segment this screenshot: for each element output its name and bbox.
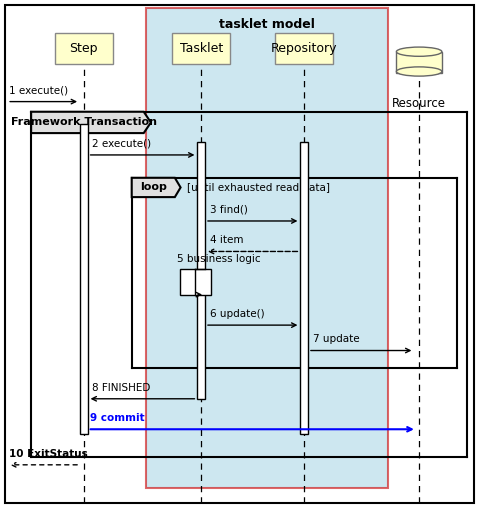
Text: 1 execute(): 1 execute() bbox=[9, 85, 68, 96]
Text: Resource: Resource bbox=[392, 97, 446, 110]
FancyBboxPatch shape bbox=[275, 33, 333, 64]
Text: 4 item: 4 item bbox=[210, 235, 243, 245]
Text: [until exhausted read data]: [until exhausted read data] bbox=[187, 182, 330, 193]
Bar bbox=[396, 52, 442, 73]
Text: Step: Step bbox=[69, 42, 98, 55]
Text: 9 commit: 9 commit bbox=[90, 413, 145, 423]
Text: 10 ExitStatus: 10 ExitStatus bbox=[9, 449, 87, 459]
Ellipse shape bbox=[396, 67, 442, 76]
Text: 7 update: 7 update bbox=[313, 334, 359, 344]
Text: 5 business logic: 5 business logic bbox=[177, 254, 261, 264]
Text: 2 execute(): 2 execute() bbox=[92, 139, 151, 149]
Bar bbox=[180, 269, 211, 295]
Ellipse shape bbox=[396, 47, 442, 56]
Bar bbox=[80, 124, 88, 434]
Text: 6 update(): 6 update() bbox=[210, 309, 264, 319]
Bar bbox=[197, 142, 205, 399]
Text: loop: loop bbox=[140, 182, 167, 193]
Polygon shape bbox=[132, 178, 181, 197]
Text: tasklet model: tasklet model bbox=[219, 18, 315, 31]
Text: Framework Transaction: Framework Transaction bbox=[11, 117, 157, 128]
Text: Tasklet: Tasklet bbox=[180, 42, 223, 55]
Text: 3 find(): 3 find() bbox=[210, 205, 248, 215]
FancyBboxPatch shape bbox=[172, 33, 230, 64]
Polygon shape bbox=[31, 112, 151, 133]
Text: 8 FINISHED: 8 FINISHED bbox=[92, 383, 151, 393]
FancyBboxPatch shape bbox=[55, 33, 113, 64]
Bar bbox=[146, 8, 388, 488]
Text: Repository: Repository bbox=[271, 42, 337, 55]
Bar bbox=[300, 142, 308, 434]
